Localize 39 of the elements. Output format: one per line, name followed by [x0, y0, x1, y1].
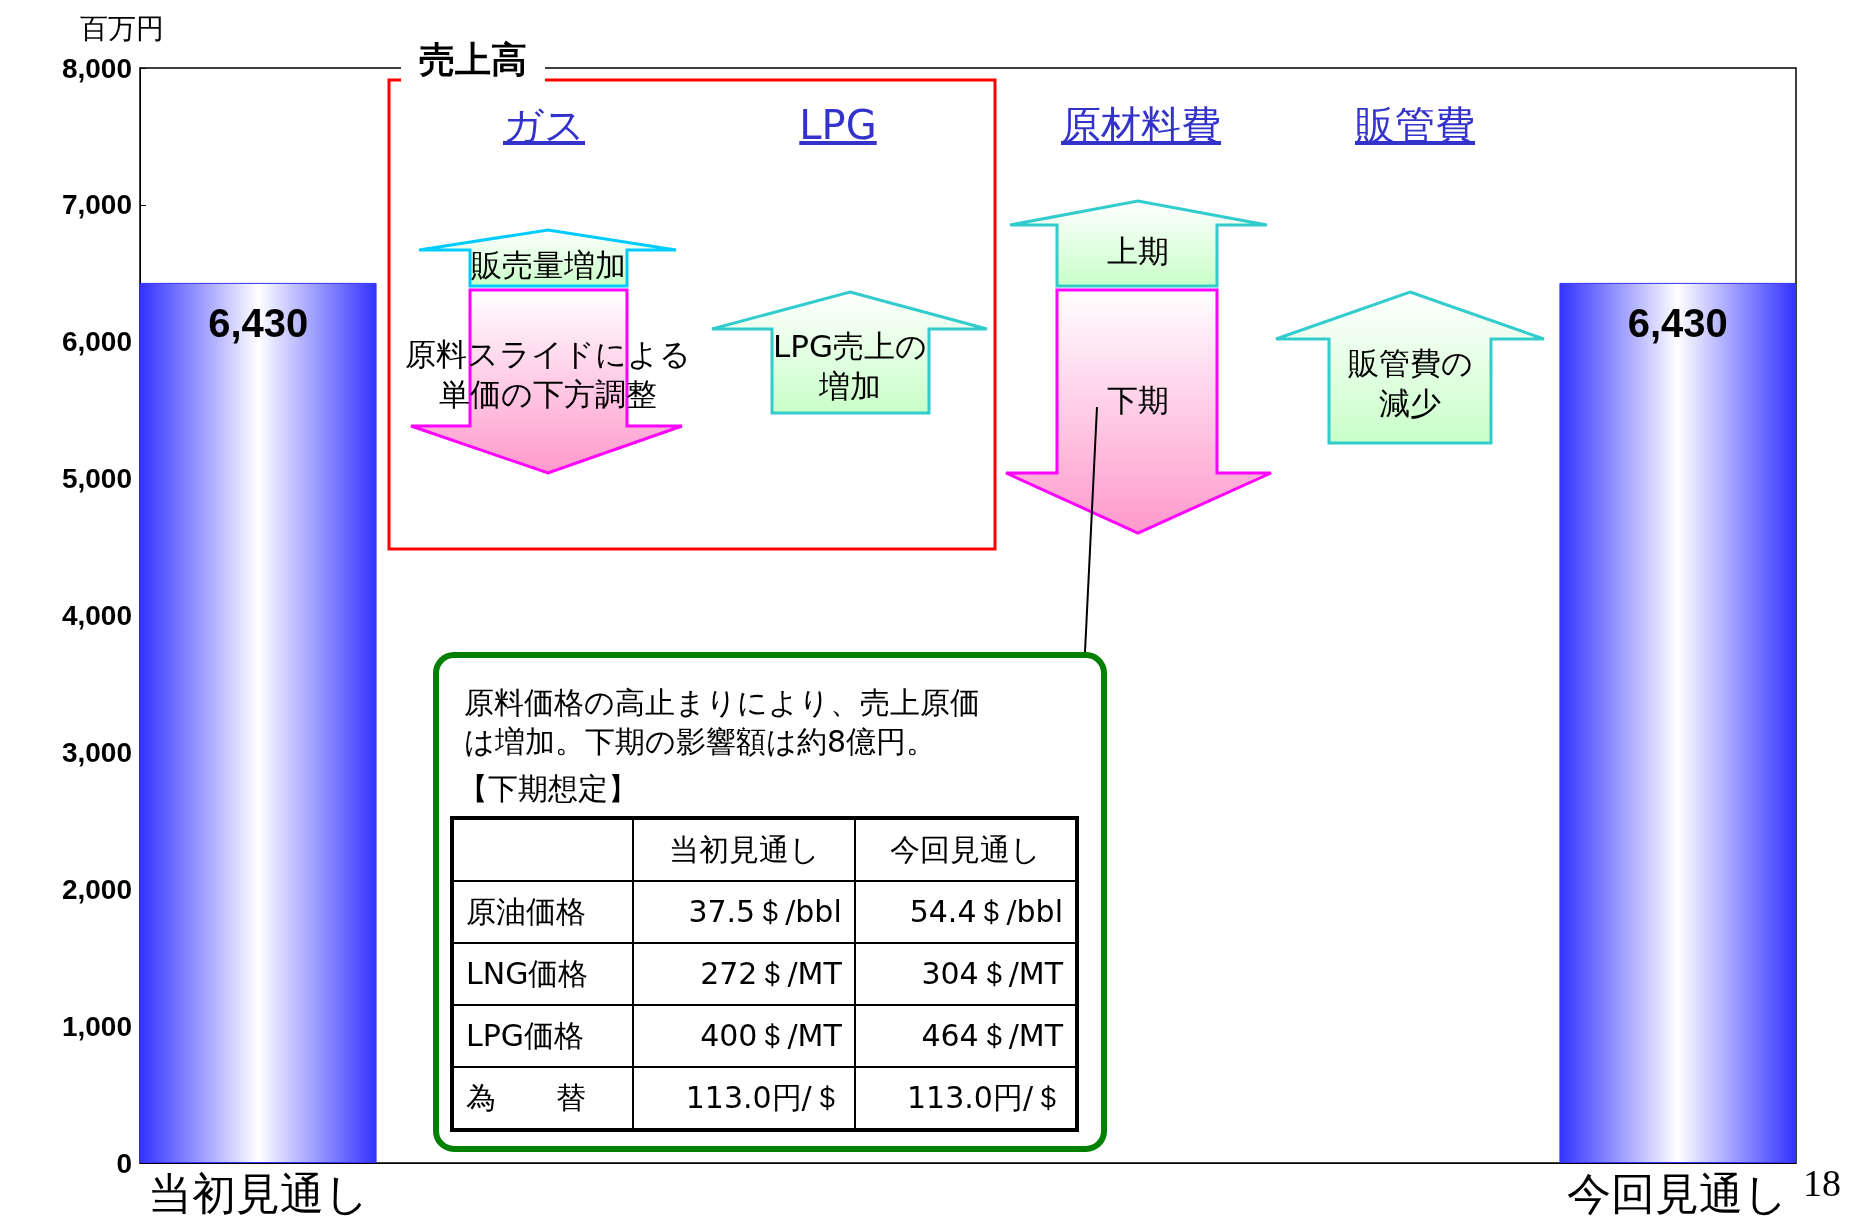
annotation: LNG価格	[452, 943, 634, 1005]
annotation: 今回見通し	[854, 818, 1077, 881]
annotation: 販管費	[1355, 101, 1475, 150]
annotation: ガス	[503, 101, 585, 150]
annotation: 54.4＄/bbl	[854, 881, 1077, 943]
y-tick-label: 4,000	[61, 600, 132, 631]
annotation: LPG	[799, 101, 877, 150]
data-label: 6,430	[208, 300, 309, 345]
annotation: 販管費の減少	[1346, 343, 1474, 423]
annotation: 400＄/MT	[633, 1005, 855, 1067]
annotation: LPG売上の増加	[772, 326, 928, 406]
annotation: 当初見通し	[633, 818, 855, 881]
y-tick-label: 2,000	[61, 873, 132, 905]
annotation: 37.5＄/bbl	[633, 881, 855, 943]
annotation: 113.0円/＄	[854, 1067, 1077, 1130]
y-tick-label: 7,000	[61, 189, 132, 221]
data-label: 6,430	[1627, 300, 1728, 345]
annotation: 売上高	[401, 36, 545, 84]
annotation: LPG価格	[452, 1005, 634, 1067]
y-tick-label: 1,000	[61, 1010, 132, 1042]
annotation: 原油価格	[452, 881, 634, 943]
y-tick-label: 0	[116, 1147, 132, 1179]
annotation: 上期	[1107, 231, 1169, 271]
annotation: 304＄/MT	[854, 943, 1077, 1005]
y-tick-label: 3,000	[61, 736, 132, 768]
annotation: 為 替	[452, 1067, 634, 1130]
y-tick-label: 6,000	[61, 326, 132, 358]
text: 18	[1803, 1161, 1841, 1207]
y-axis-title: 百万円	[80, 12, 164, 44]
y-tick-label: 5,000	[61, 463, 132, 495]
annotation: 販売量増加	[470, 245, 626, 285]
y-tick-label: 8,000	[61, 52, 132, 84]
annotation: 【下期想定】	[458, 769, 638, 808]
annotation: 113.0円/＄	[633, 1067, 855, 1130]
annotation: 下期	[1107, 380, 1169, 420]
annotation: 272＄/MT	[633, 943, 855, 1005]
annotation: 464＄/MT	[854, 1005, 1077, 1067]
annotation: 原材料費	[1061, 101, 1221, 150]
annotation: 原料価格の高止まりにより、売上原価は増加。下期の影響額は約8億円。	[464, 684, 981, 761]
